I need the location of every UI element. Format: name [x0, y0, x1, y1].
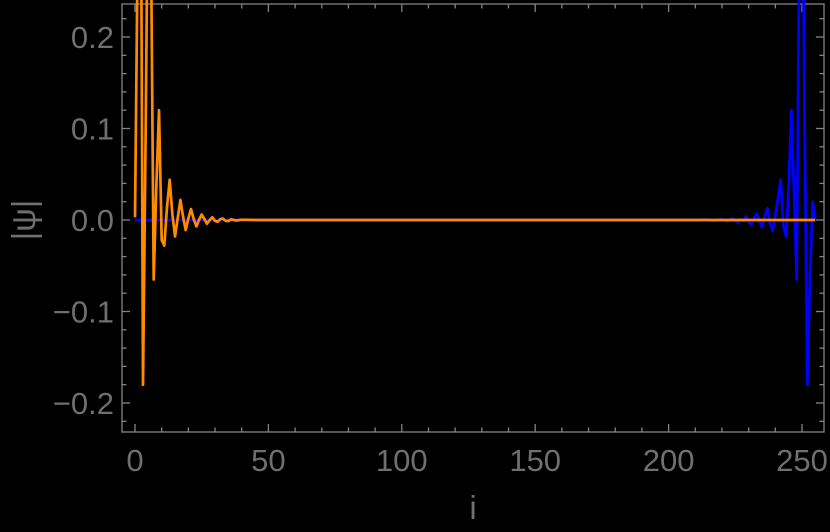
- y-axis-label: |ψ|: [5, 200, 42, 241]
- x-tick-label: 50: [251, 443, 285, 478]
- y-tick-label: −0.2: [53, 386, 114, 421]
- x-tick-label: 200: [643, 443, 695, 478]
- y-tick-label: 0.2: [71, 20, 114, 55]
- y-tick-label: 0.0: [71, 203, 114, 238]
- y-tick-label: 0.1: [71, 112, 114, 147]
- x-tick-label: 0: [126, 443, 143, 478]
- x-tick-label: 100: [376, 443, 428, 478]
- left-edge-state-line: [133, 0, 816, 387]
- y-tick-label: −0.1: [53, 295, 114, 330]
- plot-frame: [121, 3, 825, 433]
- right-edge-state-line: [135, 0, 817, 387]
- x-axis-label: i: [469, 489, 476, 526]
- x-tick-label: 150: [509, 443, 561, 478]
- x-tick-label: 250: [776, 443, 828, 478]
